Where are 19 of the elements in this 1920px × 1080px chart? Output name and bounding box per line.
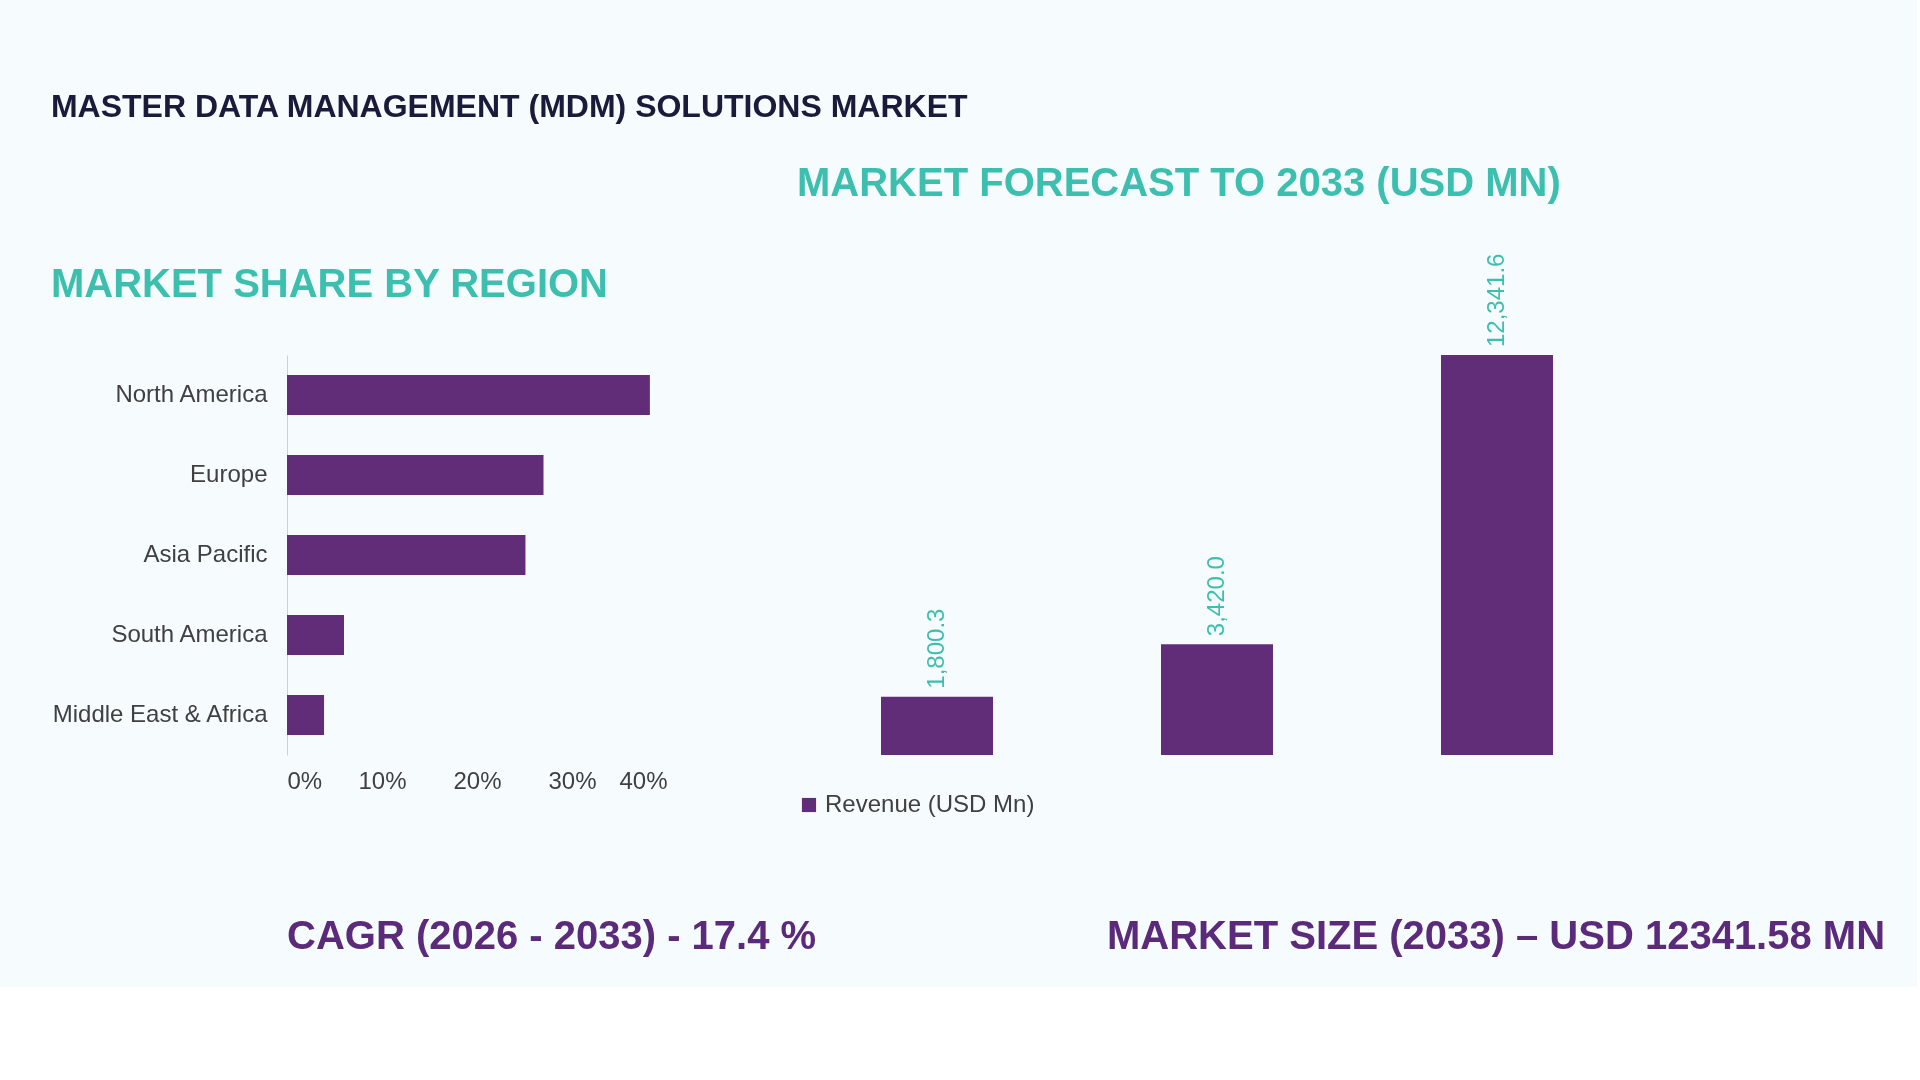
x-tick-label: 20% <box>453 766 502 794</box>
text: CAGR (2026 - 2033) - 17.4 % <box>287 913 817 957</box>
legend-label: Revenue (USD Mn) <box>825 790 1035 817</box>
x-tick-label: 0% <box>287 766 323 794</box>
text: MASTER DATA MANAGEMENT (MDM) SOLUTIONS MARKET <box>50 87 969 124</box>
y-tick-label: Europe <box>190 460 268 487</box>
chart-title: MARKET FORECAST TO 2033 (USD MN) <box>797 159 1561 204</box>
x-tick-label: 40% <box>619 766 668 794</box>
data-label: 1,800.3 <box>922 608 949 689</box>
y-tick-label: Middle East & Africa <box>52 700 269 727</box>
y-tick-label: South America <box>111 620 269 647</box>
text: MARKET SIZE (2033) – USD 12341.58 MN <box>1107 913 1886 957</box>
y-tick-label: Asia Pacific <box>143 540 268 567</box>
x-tick-label: 10% <box>358 766 407 794</box>
data-label: 3,420.0 <box>1202 556 1229 637</box>
y-tick-label: North America <box>115 380 269 407</box>
x-tick-label: 30% <box>548 766 597 794</box>
data-label: 12,341.6 <box>1482 253 1509 347</box>
chart-title: MARKET SHARE BY REGION <box>50 261 609 305</box>
